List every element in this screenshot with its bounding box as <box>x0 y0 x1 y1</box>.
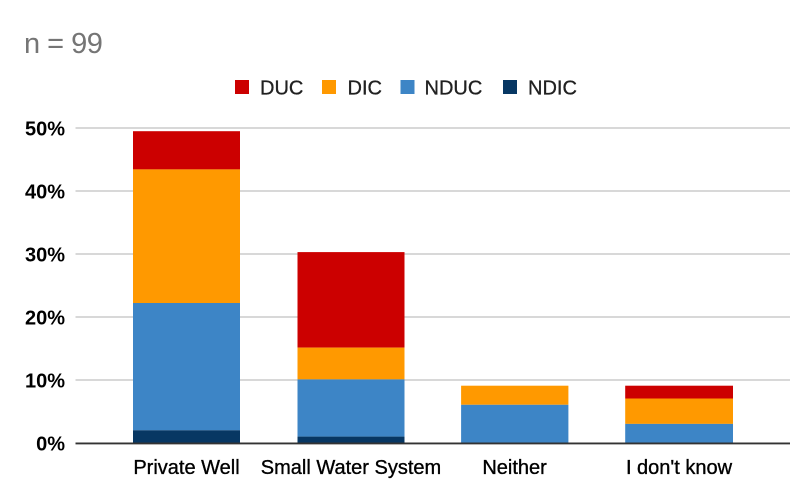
svg-text:Private Well: Private Well <box>133 457 239 479</box>
svg-text:DUC: DUC <box>260 78 303 100</box>
svg-text:Neither: Neither <box>482 457 547 479</box>
svg-text:10%: 10% <box>25 371 65 393</box>
svg-text:NDUC: NDUC <box>425 78 483 100</box>
svg-text:DIC: DIC <box>348 78 382 100</box>
svg-text:n = 99: n = 99 <box>24 28 102 60</box>
svg-text:NDIC: NDIC <box>528 78 577 100</box>
svg-text:40%: 40% <box>25 182 65 204</box>
svg-text:30%: 30% <box>25 245 65 267</box>
svg-text:20%: 20% <box>25 308 65 330</box>
svg-text:Small Water System: Small Water System <box>261 457 441 479</box>
svg-text:I don't know: I don't know <box>626 457 733 479</box>
svg-text:0%: 0% <box>36 434 65 456</box>
svg-text:50%: 50% <box>25 119 65 141</box>
